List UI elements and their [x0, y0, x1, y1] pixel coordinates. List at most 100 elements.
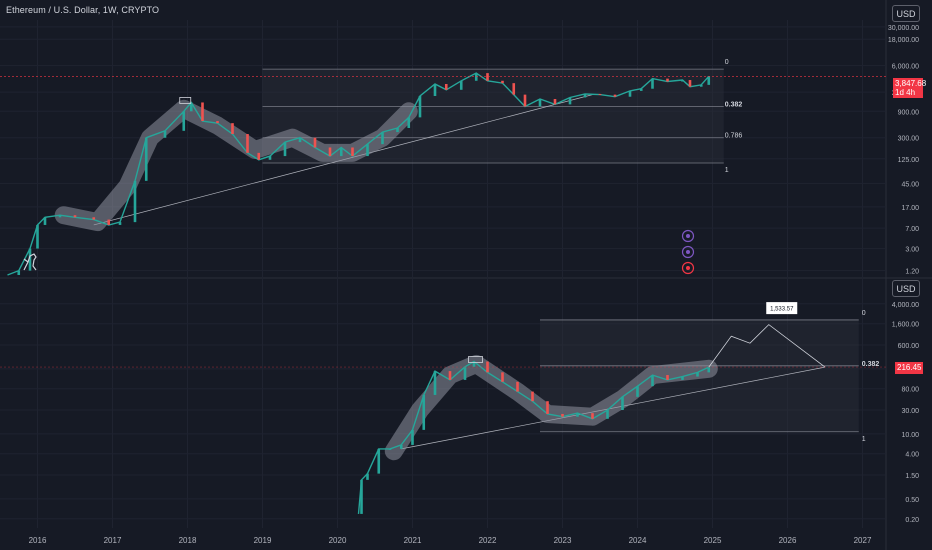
x-tick-label: 2022: [479, 536, 497, 545]
y-tick-label: 1.20: [905, 269, 919, 276]
price-candle: [92, 217, 96, 220]
price-candle: [58, 215, 62, 218]
y-tick-label: 10.00: [901, 432, 919, 439]
projection-target-box: [766, 302, 798, 315]
x-tick-label: 2017: [104, 536, 122, 545]
price-candle: [381, 132, 384, 145]
x-tick-label: 2023: [554, 536, 572, 545]
price-candle: [523, 94, 527, 107]
price-candle: [133, 180, 137, 223]
price-candle: [396, 127, 399, 133]
x-tick-label: 2019: [254, 536, 272, 545]
price-candle: [17, 270, 21, 275]
price-candle: [472, 361, 476, 367]
price-series-line: [357, 360, 710, 514]
price-candle: [433, 83, 437, 97]
price-candle: [118, 222, 122, 225]
y-tick-label: 30,000.00: [888, 25, 919, 32]
price-candle: [561, 413, 564, 417]
price-candle: [328, 147, 332, 157]
price-candle: [598, 93, 602, 95]
price-candle: [459, 80, 463, 90]
price-candle: [651, 78, 654, 89]
chart-title: Ethereum / U.S. Dollar, 1W, CRYPTO: [6, 5, 160, 15]
y-tick-label: 45.00: [901, 181, 919, 188]
price-candle: [486, 361, 489, 373]
projection-target-label: 1,533.57: [770, 307, 794, 313]
x-tick-label: 2025: [704, 536, 722, 545]
event-icon: [681, 245, 695, 259]
price-candle: [388, 448, 392, 450]
currency-button-top[interactable]: USD: [892, 5, 920, 22]
price-candle: [28, 248, 32, 271]
price-candle: [621, 396, 624, 410]
y-tick-label: 18,000.00: [888, 37, 919, 44]
y-tick-label: 1,600.00: [892, 322, 919, 329]
fib-level-label: 0: [725, 59, 729, 66]
x-tick-label: 2024: [629, 536, 647, 545]
x-tick-label: 2021: [404, 536, 422, 545]
price-candle: [688, 80, 692, 87]
event-icon-dot: [686, 266, 690, 270]
y-tick-label: 17.00: [901, 205, 919, 212]
price-candle: [666, 375, 669, 380]
tradingview-logo-icon: [23, 253, 37, 271]
price-candle: [636, 386, 639, 397]
price-candle: [313, 137, 317, 148]
y-tick-label: 300.00: [898, 136, 920, 143]
price-candle: [628, 90, 632, 97]
event-icon: [681, 229, 695, 243]
fib-level-label: 0: [862, 310, 866, 317]
x-tick-label: 2027: [854, 536, 872, 545]
last-price-badge-bottom: 216.45: [895, 362, 923, 374]
price-candle: [613, 94, 617, 97]
price-candle: [681, 80, 684, 82]
currency-button-bottom[interactable]: USD: [892, 280, 920, 297]
price-candle: [696, 372, 699, 377]
price-candle: [568, 97, 572, 105]
y-tick-label: 6,000.00: [892, 64, 919, 71]
price-candle: [216, 121, 219, 124]
y-tick-label: 80.00: [901, 387, 919, 394]
price-candle: [246, 134, 249, 153]
price-candle: [283, 142, 287, 157]
price-candle: [463, 366, 467, 380]
price-candle: [474, 73, 478, 81]
price-candle: [639, 88, 643, 91]
event-icon-dot: [686, 250, 690, 254]
price-candle: [399, 444, 403, 449]
price-candle: [538, 99, 542, 107]
y-tick-label: 900.00: [898, 109, 920, 116]
price-candle: [231, 123, 234, 135]
price-candle: [546, 401, 549, 414]
fib-level-label: 0.382: [862, 361, 880, 368]
y-tick-label: 7.00: [905, 226, 919, 233]
y-tick-label: 600.00: [898, 343, 920, 350]
price-candle: [73, 215, 77, 218]
price-candle: [707, 76, 711, 85]
price-candle: [407, 117, 411, 128]
price-candle: [433, 371, 437, 395]
y-tick-label: 0.50: [905, 497, 919, 504]
price-candle: [351, 147, 354, 157]
peak-marker-top: [179, 97, 192, 104]
y-tick-label: 4,000.00: [892, 302, 919, 309]
price-candle: [699, 84, 703, 87]
x-tick-label: 2018: [179, 536, 197, 545]
price-candle: [268, 156, 272, 160]
price-candle: [377, 448, 381, 474]
price-candle: [201, 102, 204, 122]
last-price-value: 3,847.68: [895, 79, 927, 88]
x-tick-label: 2016: [29, 536, 47, 545]
price-candle: [591, 413, 594, 419]
y-tick-label: 3.00: [905, 247, 919, 254]
price-candle: [163, 130, 167, 138]
price-candle: [501, 80, 504, 84]
price-candle: [583, 93, 587, 98]
fib-level-label: 1: [862, 436, 866, 443]
price-candle: [366, 473, 369, 480]
price-candle: [516, 381, 519, 392]
price-candle: [339, 147, 343, 157]
y-tick-label: 30.00: [901, 408, 919, 415]
